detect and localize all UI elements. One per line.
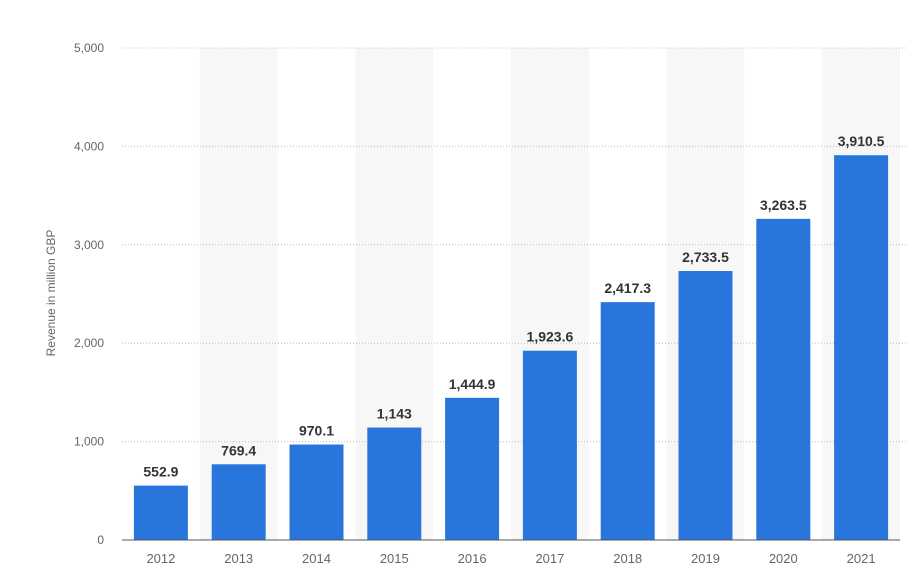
data-label: 1,923.6 — [527, 329, 574, 345]
x-tick-label: 2018 — [613, 551, 642, 566]
y-tick-label: 5,000 — [74, 41, 104, 55]
y-tick-label: 3,000 — [74, 238, 104, 252]
y-axis-label: Revenue in million GBP — [44, 230, 58, 357]
y-tick-label: 4,000 — [74, 139, 104, 153]
bar-2020[interactable] — [756, 218, 811, 541]
y-tick-label: 1,000 — [74, 435, 104, 449]
data-label: 2,417.3 — [604, 280, 651, 296]
y-axis-ticks: 0 1,000 2,000 3,000 4,000 5,000 — [74, 41, 104, 547]
data-label: 970.1 — [299, 423, 334, 439]
x-tick-label: 2021 — [847, 551, 876, 566]
x-tick-label: 2016 — [458, 551, 487, 566]
bar-2012[interactable] — [133, 485, 188, 540]
x-tick-label: 2020 — [769, 551, 798, 566]
x-tick-label: 2013 — [224, 551, 253, 566]
bars — [133, 155, 889, 541]
x-tick-label: 2019 — [691, 551, 720, 566]
data-label: 1,143 — [377, 406, 412, 422]
x-tick-label: 2017 — [535, 551, 564, 566]
x-tick-label: 2015 — [380, 551, 409, 566]
data-label: 3,263.5 — [760, 197, 807, 213]
x-tick-label: 2012 — [146, 551, 175, 566]
x-tick-label: 2014 — [302, 551, 331, 566]
data-label: 3,910.5 — [838, 133, 885, 149]
category-band — [199, 48, 278, 540]
data-label: 552.9 — [143, 464, 178, 480]
bar-2016[interactable] — [445, 397, 500, 540]
bar-2021[interactable] — [834, 155, 889, 541]
data-label: 769.4 — [221, 442, 256, 458]
bar-2018[interactable] — [600, 302, 655, 540]
data-label: 2,733.5 — [682, 249, 729, 265]
x-axis-ticks: 2012 2013 2014 2015 2016 2017 2018 2019 2020 2021 — [146, 551, 875, 566]
bar-2019[interactable] — [678, 271, 733, 540]
data-label: 1,444.9 — [449, 376, 496, 392]
bar-2013[interactable] — [211, 464, 266, 540]
y-tick-label: 0 — [97, 533, 104, 547]
data-labels: 552.9 769.4 970.1 1,143 1,444.9 1,923.6 2,417.… — [143, 133, 884, 479]
y-tick-label: 2,000 — [74, 336, 104, 350]
bar-2014[interactable] — [289, 444, 344, 540]
bar-2017[interactable] — [522, 350, 577, 540]
bar-2015[interactable] — [367, 427, 422, 540]
